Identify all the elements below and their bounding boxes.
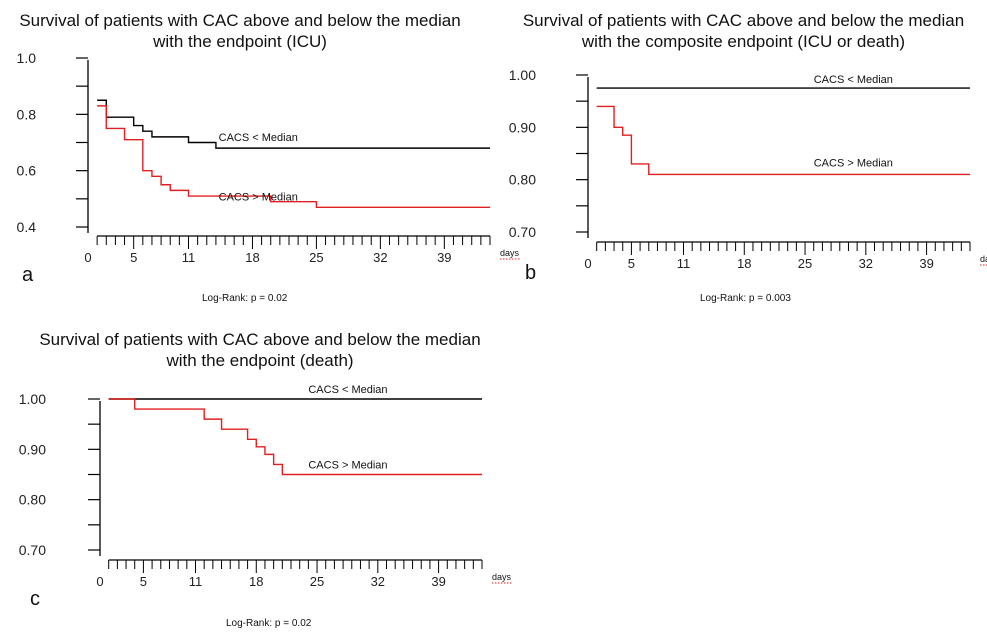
series-line-c-1 — [108, 398, 482, 476]
y-tick-label-c: 0.90 — [19, 441, 46, 457]
x-tick-label-a: 11 — [182, 250, 196, 265]
chart-a: 0.4 0.6 0.8 1.0 0 5 11 18 25 32 39 days CACS < Media… — [17, 50, 520, 265]
chart-title-a: Survival of patients with CAC above and … — [0, 10, 480, 52]
chart-panel-c: Survival of patients with CAC above and … — [0, 320, 520, 634]
x-tick-label-a: 0 — [84, 250, 91, 265]
logrank-stat-c: Log-Rank: p = 0.02 — [226, 618, 312, 629]
x-tick-label-b: 39 — [919, 256, 933, 271]
x-tick-label-a: 25 — [309, 250, 323, 265]
y-tick-label-b: 0.90 — [509, 119, 536, 135]
x-tick-label-a: 32 — [373, 250, 387, 265]
x-tick-label-a: 5 — [130, 250, 137, 265]
panel-letter-a: a — [22, 264, 34, 286]
y-tick-label-a: 0.6 — [17, 163, 37, 179]
panel-letter-c: c — [30, 588, 40, 610]
x-tick-label-c: 0 — [96, 574, 103, 589]
series-label-a-1: CACS > Median — [219, 191, 298, 203]
chart-panel-a: Survival of patients with CAC above and … — [0, 0, 520, 320]
chart-title-c-line1: Survival of patients with CAC above and … — [39, 330, 481, 349]
chart-title-a-line1: Survival of patients with CAC above and … — [19, 11, 461, 30]
chart-b: 0.70 0.80 0.90 1.00 0 5 11 18 25 32 39 days CACS < M… — [509, 67, 987, 271]
y-tick-label-a: 0.8 — [17, 106, 37, 122]
y-tick-label-a: 0.4 — [17, 219, 37, 235]
y-tick-label-c: 0.70 — [19, 542, 46, 558]
series-line-a-1 — [97, 105, 490, 208]
x-tick-label-b: 32 — [859, 256, 873, 271]
x-tick-label-a: 18 — [245, 250, 259, 265]
series-label-c-1: CACS > Median — [308, 460, 387, 472]
x-tick-label-c: 11 — [189, 574, 203, 589]
x-tick-label-c: 32 — [371, 574, 385, 589]
x-tick-label-b: 5 — [628, 256, 635, 271]
y-tick-label-c: 0.80 — [19, 492, 46, 508]
x-axis-label-a: days — [500, 248, 520, 258]
series-label-a-0: CACS < Median — [219, 132, 298, 144]
chart-title-b-line1: Survival of patients with CAC above and … — [522, 11, 965, 30]
chart-c: 0.70 0.80 0.90 1.00 0 5 11 18 25 32 39 days CACS < M… — [19, 384, 512, 589]
chart-panel-b: Survival of patients with CAC above and … — [500, 0, 987, 320]
panel-letter-b: b — [525, 262, 537, 284]
x-axis-label-b: days — [980, 254, 987, 264]
x-tick-label-c: 25 — [310, 574, 324, 589]
x-tick-label-c: 5 — [140, 574, 147, 589]
chart-title-a-line2: with the endpoint (ICU) — [153, 32, 327, 51]
x-tick-label-c: 18 — [249, 574, 263, 589]
y-tick-label-b: 1.00 — [509, 67, 536, 83]
series-label-b-0: CACS < Median — [814, 74, 893, 86]
logrank-stat-a: Log-Rank: p = 0.02 — [202, 293, 288, 304]
series-label-b-1: CACS > Median — [814, 157, 893, 169]
x-tick-label-b: 18 — [737, 256, 751, 271]
logrank-stat-b: Log-Rank: p = 0.003 — [700, 293, 791, 304]
x-tick-label-c: 39 — [431, 574, 445, 589]
x-axis-label-c: days — [492, 572, 512, 582]
y-tick-label-c: 1.00 — [19, 391, 46, 407]
chart-title-b-line2: with the composite endpoint (ICU or deat… — [581, 32, 906, 51]
x-tick-label-a: 39 — [437, 250, 451, 265]
chart-title-b: Survival of patients with CAC above and … — [500, 10, 987, 52]
series-line-b-1 — [596, 105, 970, 176]
x-tick-label-b: 11 — [677, 256, 691, 271]
y-tick-label-a: 1.0 — [17, 50, 37, 66]
x-tick-label-b: 25 — [798, 256, 812, 271]
x-tick-label-b: 0 — [584, 256, 591, 271]
chart-title-c: Survival of patients with CAC above and … — [10, 329, 510, 371]
y-tick-label-b: 0.80 — [509, 172, 536, 188]
chart-title-c-line2: with the endpoint (death) — [166, 351, 354, 370]
y-tick-label-b: 0.70 — [509, 224, 536, 240]
series-line-a-0 — [97, 99, 490, 149]
series-label-c-0: CACS < Median — [308, 384, 387, 396]
